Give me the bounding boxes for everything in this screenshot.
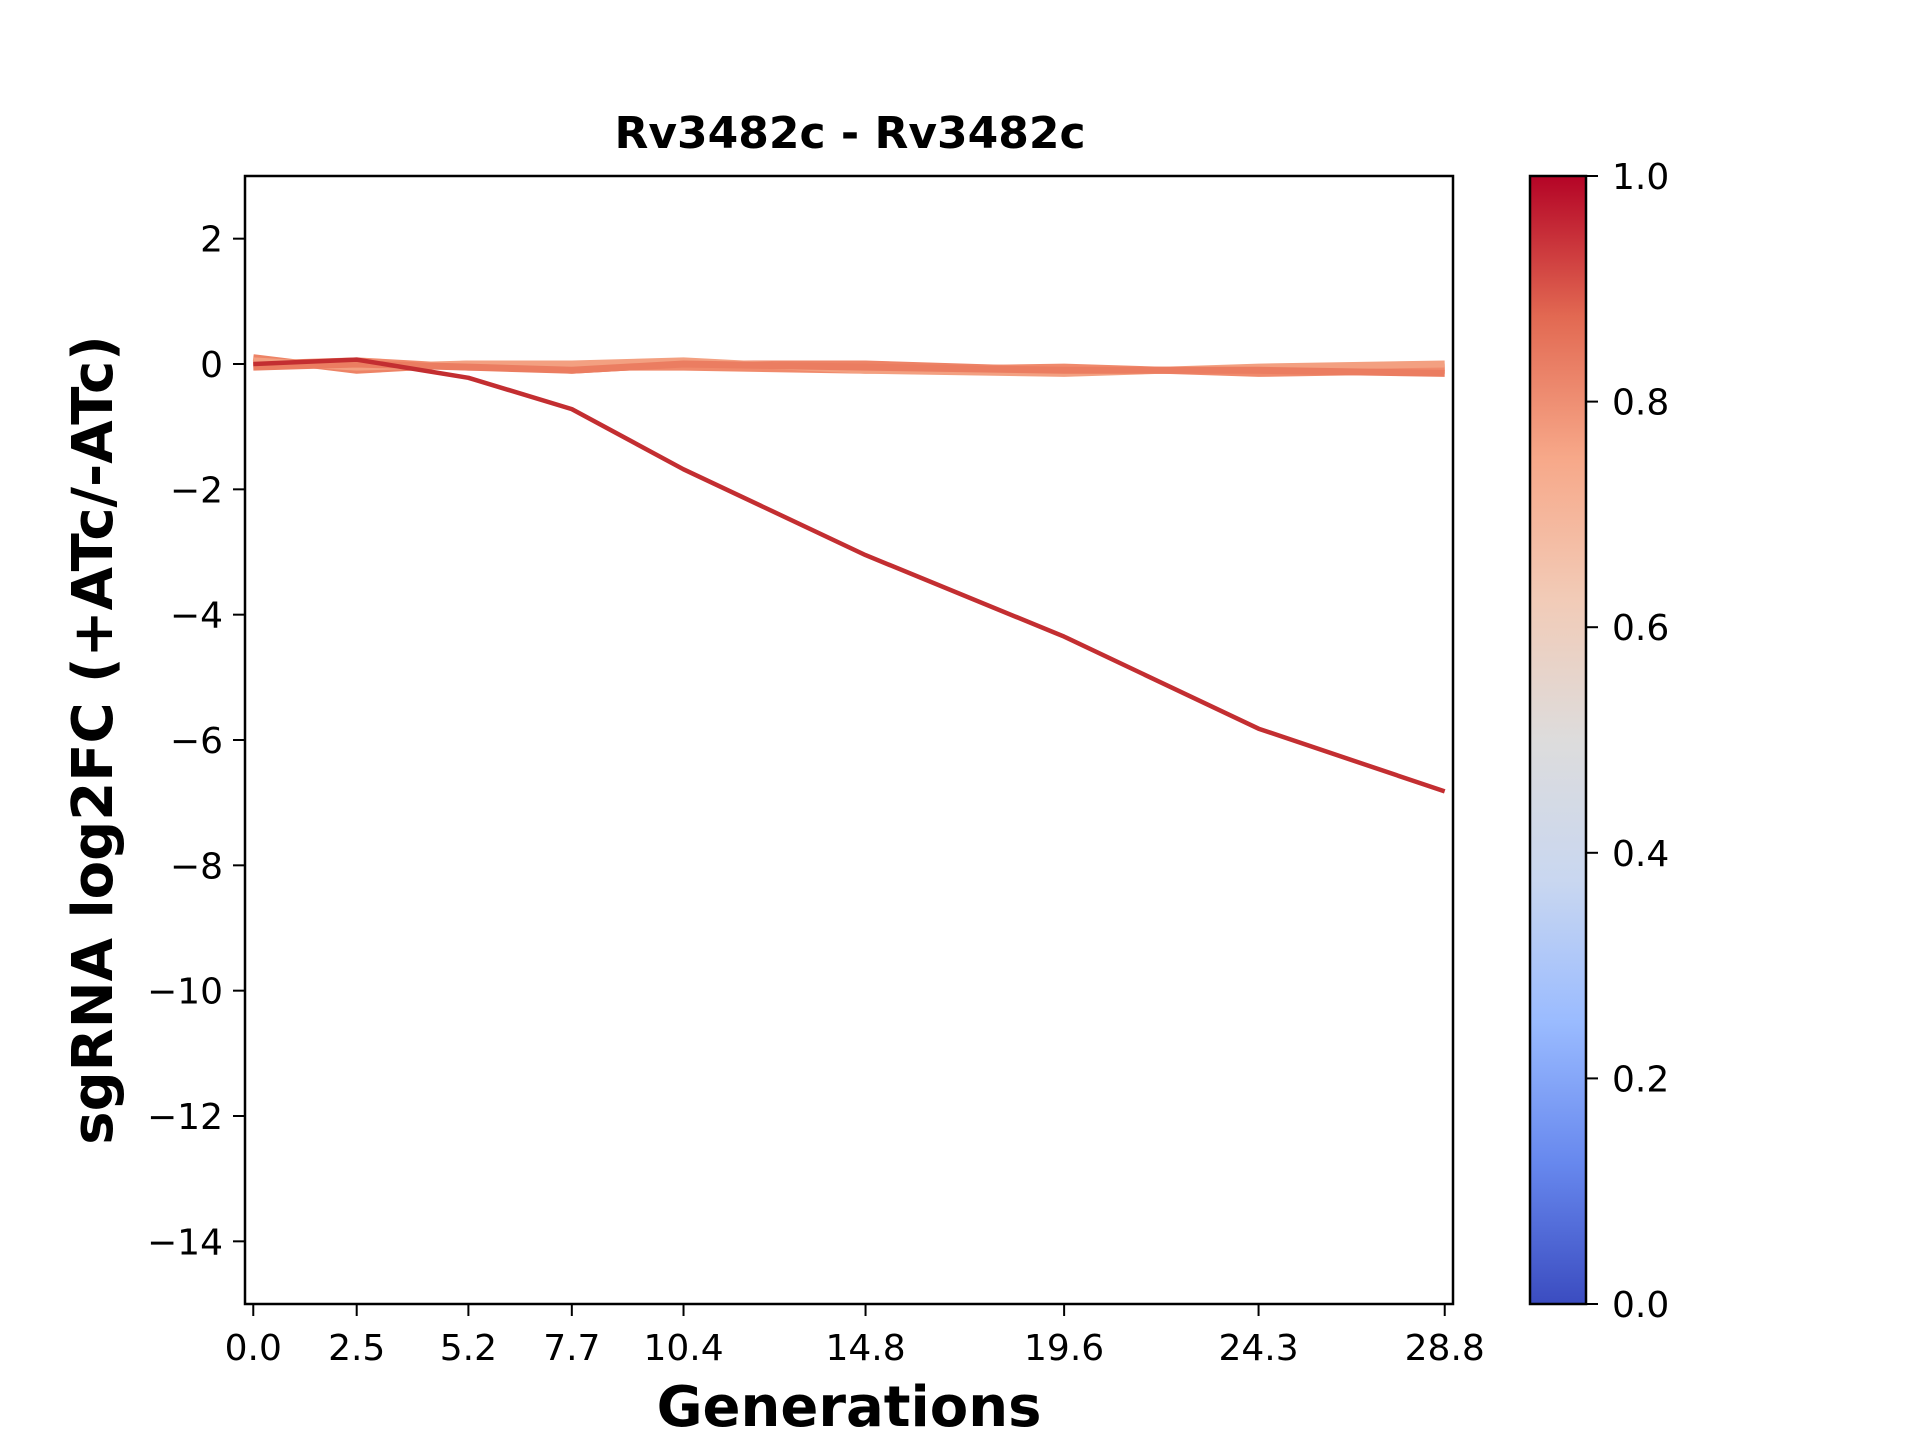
colorbar-tick-label: 0.0 bbox=[1612, 1285, 1669, 1326]
colorbar-tick-label: 0.4 bbox=[1612, 834, 1669, 875]
y-tick-label: −14 bbox=[147, 1222, 223, 1263]
y-tick-label: −8 bbox=[170, 846, 223, 887]
y-tick-label: −12 bbox=[147, 1097, 223, 1138]
plot-area-frame bbox=[243, 174, 1455, 1306]
y-tick-label: 2 bbox=[200, 220, 223, 261]
colorbar bbox=[1528, 174, 1588, 1306]
y-tick-label: 0 bbox=[200, 345, 223, 386]
x-tick-label: 28.8 bbox=[1405, 1328, 1485, 1369]
y-tick-label: −2 bbox=[170, 470, 223, 511]
colorbar-tick-label: 0.8 bbox=[1612, 383, 1669, 424]
y-tick-label: −4 bbox=[170, 596, 223, 637]
x-tick-label: 0.0 bbox=[225, 1328, 282, 1369]
chart-title: Rv3482c - Rv3482c bbox=[614, 108, 1085, 159]
x-tick-label: 24.3 bbox=[1218, 1328, 1298, 1369]
series-line-5 bbox=[253, 357, 1446, 794]
y-axis-label: sgRNA log2FC (+ATc/-ATc) bbox=[61, 335, 126, 1145]
x-axis-label: Generations bbox=[657, 1375, 1042, 1440]
x-axis-ticks: 0.0 2.5 5.2 7.7 10.4 14.8 19.6 24.3 28.8 bbox=[225, 1304, 1485, 1369]
x-tick-label: 5.2 bbox=[440, 1328, 497, 1369]
x-tick-label: 2.5 bbox=[328, 1328, 385, 1369]
x-tick-label: 19.6 bbox=[1024, 1328, 1104, 1369]
colorbar-tick-label: 0.2 bbox=[1612, 1059, 1669, 1100]
x-tick-label: 10.4 bbox=[643, 1328, 723, 1369]
colorbar-tick-label: 1.0 bbox=[1612, 157, 1669, 198]
y-axis-ticks: 2 0 −2 −4 −6 −8 −10 −12 −14 bbox=[147, 220, 245, 1263]
y-tick-label: −10 bbox=[147, 972, 223, 1013]
colorbar-ticks: 1.0 0.8 0.6 0.4 0.2 0.0 bbox=[1586, 157, 1669, 1326]
x-tick-label: 14.8 bbox=[825, 1328, 905, 1369]
series-lines bbox=[252, 354, 1446, 794]
y-tick-label: −6 bbox=[170, 721, 223, 762]
colorbar-tick-label: 0.6 bbox=[1612, 608, 1669, 649]
x-tick-label: 7.7 bbox=[543, 1328, 600, 1369]
